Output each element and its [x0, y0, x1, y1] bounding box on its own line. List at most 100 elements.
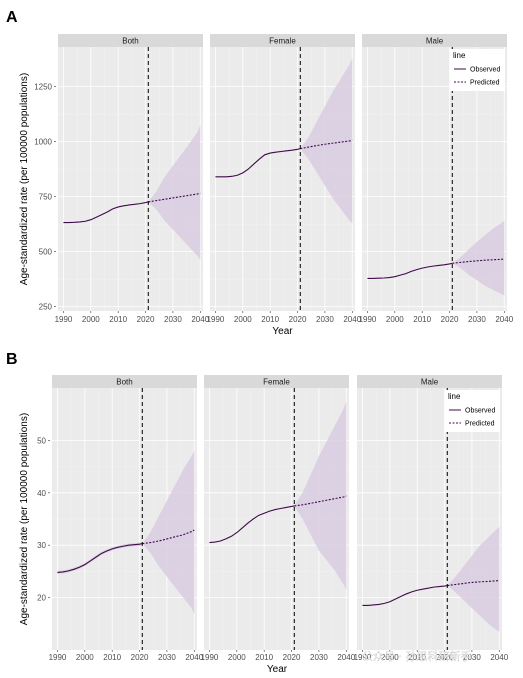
x-tick-label: 2000	[82, 315, 100, 324]
observed-line	[362, 585, 448, 607]
facet-male: Male 1990 2000 2010 2020 2030 2040 line Observed…	[354, 375, 509, 662]
x-tick-label: 2020	[441, 315, 459, 324]
x-tick-label: 2010	[103, 653, 121, 662]
x-axis-title: Year	[272, 326, 293, 337]
legend-label-predicted: Predicted	[470, 80, 500, 87]
x-tick-label: 2040	[495, 315, 513, 324]
legend-label-predicted: Predicted	[465, 421, 495, 428]
facet-male: Male 1990 2000 2010 2020 2030 2040 line Observed…	[359, 34, 514, 324]
x-tick-label: 1990	[207, 315, 225, 324]
x-tick-label: 2010	[261, 315, 279, 324]
x-tick-label: 2000	[386, 315, 404, 324]
x-tick-label: 1990	[354, 653, 372, 662]
observed-line	[367, 262, 453, 279]
x-tick-label: 2030	[463, 653, 481, 662]
y-axis-title: Age-standardized rate (per 100000 popula…	[19, 413, 30, 625]
x-tick-label: 2010	[109, 315, 127, 324]
legend-title: line	[448, 392, 461, 401]
x-tick-label: 2010	[408, 653, 426, 662]
legend-background	[450, 49, 505, 91]
x-tick-label: 2040	[343, 315, 361, 324]
x-tick-label: 2030	[316, 315, 334, 324]
predicted-line	[447, 579, 500, 587]
x-tick-label: 2000	[228, 653, 246, 662]
facet-strip	[357, 375, 502, 388]
facet-female: Female 1990 2000 2010 2020 2030 2040	[207, 34, 362, 324]
chart-b: B Age-standardized rate (per 100000 popul…	[6, 351, 509, 675]
predicted-line	[452, 258, 505, 264]
facet-strip	[210, 34, 355, 47]
facet-strip-label: Female	[263, 378, 290, 387]
prediction-interval-ribbon	[300, 58, 353, 223]
x-tick-label: 1990	[359, 315, 377, 324]
x-axis-title: Year	[267, 664, 288, 675]
x-tick-label: 2020	[289, 315, 307, 324]
x-tick-label: 1990	[201, 653, 219, 662]
x-tick-label: 2010	[413, 315, 431, 324]
y-tick-label: 500	[39, 248, 53, 257]
y-tick-label: 20	[37, 594, 46, 603]
facet-female: Female 1990 2000 2010 2020 2030 2040	[201, 375, 356, 662]
legend-title: line	[453, 51, 466, 60]
y-tick-label: 40	[37, 489, 46, 498]
facet-strip	[58, 34, 203, 47]
x-tick-label: 1990	[55, 315, 73, 324]
facet-strip	[52, 375, 197, 388]
observed-line	[57, 543, 143, 573]
y-tick-label: 50	[37, 436, 46, 445]
x-tick-label: 2000	[381, 653, 399, 662]
x-tick-label: 2030	[158, 653, 176, 662]
x-tick-label: 2020	[436, 653, 454, 662]
prediction-interval-ribbon	[447, 526, 500, 632]
prediction-interval-ribbon	[142, 450, 195, 615]
x-tick-label: 1990	[49, 653, 67, 662]
facet-strip	[362, 34, 507, 47]
y-tick-label: 250	[39, 303, 53, 312]
facet-strip-label: Male	[421, 378, 439, 387]
facet-strip	[204, 375, 349, 388]
x-tick-label: 2040	[191, 315, 209, 324]
x-tick-label: 2020	[283, 653, 301, 662]
x-tick-label: 2030	[310, 653, 328, 662]
x-tick-label: 2040	[337, 653, 355, 662]
legend: line Observed Predicted	[445, 390, 500, 432]
x-tick-label: 2040	[185, 653, 203, 662]
watermark-text: 公众号 · 孙思科研新手	[362, 649, 472, 663]
y-tick-label: 750	[39, 193, 53, 202]
x-tick-label: 2020	[131, 653, 149, 662]
predicted-line	[142, 529, 195, 545]
predicted-line	[148, 192, 201, 203]
legend-label-observed: Observed	[470, 67, 500, 74]
x-tick-label: 2000	[76, 653, 94, 662]
facet-strip-label: Female	[269, 37, 296, 46]
facet-both: Both 1990 2000 2010 2020 2030 2040	[55, 34, 210, 324]
legend-background	[445, 390, 500, 432]
prediction-interval-ribbon	[452, 220, 505, 296]
legend-label-observed: Observed	[465, 408, 495, 415]
y-axis-title: Age-standardized rate (per 100000 popula…	[19, 73, 30, 285]
y-tick-label: 30	[37, 541, 46, 550]
observed-line	[209, 505, 295, 544]
observed-uncertainty-ribbon	[57, 542, 143, 575]
facet-strip-label: Male	[426, 37, 444, 46]
facet-strip-label: Both	[122, 37, 138, 46]
panel-label-b: B	[6, 351, 18, 368]
x-tick-label: 2040	[490, 653, 508, 662]
observed-line	[63, 201, 149, 224]
y-tick-label: 1000	[34, 138, 52, 147]
x-tick-label: 2030	[468, 315, 486, 324]
x-tick-label: 2010	[255, 653, 273, 662]
prediction-interval-ribbon	[148, 125, 201, 260]
panel-label-a: A	[6, 9, 18, 26]
x-tick-label: 2000	[234, 315, 252, 324]
x-tick-label: 2020	[137, 315, 155, 324]
facet-strip-label: Both	[116, 378, 132, 387]
predicted-line	[300, 139, 353, 150]
predicted-line	[294, 495, 347, 507]
x-tick-label: 2030	[164, 315, 182, 324]
observed-line	[215, 148, 301, 178]
chart-a: A Age-standardized rate (per 100000 popul…	[6, 9, 514, 337]
prediction-interval-ribbon	[294, 401, 347, 590]
legend: line Observed Predicted	[450, 49, 505, 91]
